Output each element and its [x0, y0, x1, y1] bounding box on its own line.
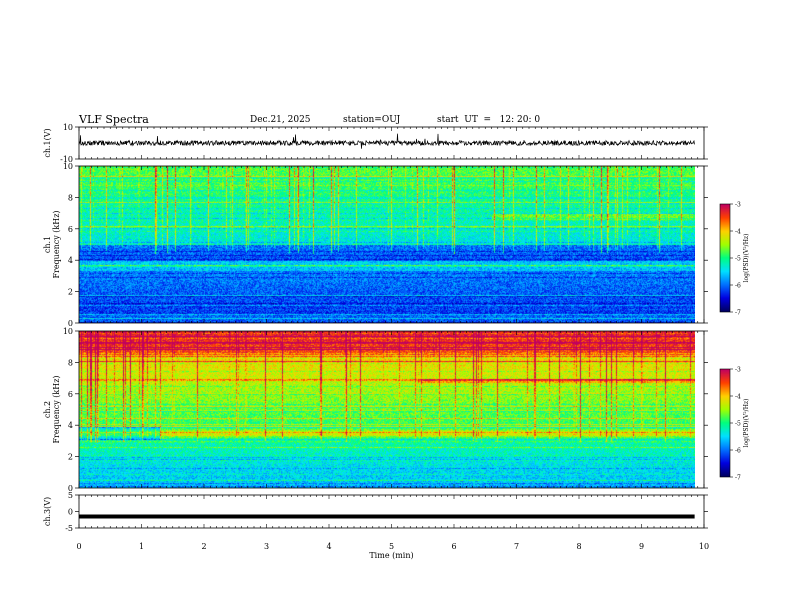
ch2-spectrogram-colorbar-tick-label: -6 [735, 448, 741, 455]
ch2-spectrogram-colorbar-tick-label: -3 [735, 367, 741, 374]
chart-title: VLF Spectra [79, 113, 149, 126]
ch2-spectrogram-ylabel2: Frequency (kHz) [52, 375, 61, 443]
ch2-spectrogram-colorbar-tick-label: -4 [735, 394, 741, 401]
ch3-waveform-frame [78, 494, 705, 529]
ch1-spectrogram-image [79, 166, 695, 323]
x-tick-label: 2 [201, 542, 206, 551]
ch1-spectrogram-ytick-label: 0 [68, 319, 73, 328]
ch1-spectrogram-colorbar-tick-label: -5 [735, 256, 741, 263]
ch2-spectrogram-colorbar-tick-label: -5 [735, 421, 741, 428]
ch2-spectrogram-ytick-label: 8 [68, 358, 73, 367]
ch2-spectrogram-image [79, 331, 695, 488]
ch1-spectrogram-colorbar-label: log(PSD)(V²/Hz) [743, 234, 750, 283]
ch3-waveform-ylabel: ch.3(V) [43, 497, 52, 526]
ch3-waveform-ytick-label: 0 [68, 508, 73, 517]
ch3-waveform-ytick-label: 5 [68, 491, 73, 500]
ch1-spectrogram-ytick-label: 6 [68, 225, 73, 234]
ch2-spectrogram-ytick-label: 2 [68, 453, 73, 462]
ch1-spectrogram-ytick-label: 4 [68, 256, 73, 265]
ch2-spectrogram-colorbar [720, 369, 730, 477]
ch1-waveform-ytick-label: 10 [63, 123, 73, 132]
date-label: Dec.21, 2025 [250, 115, 311, 125]
ch1-waveform-ylabel: ch.1(V) [43, 128, 52, 157]
x-tick-label: 1 [139, 542, 144, 551]
ch1-waveform-ytick-label: -10 [60, 155, 73, 164]
ch1-spectrogram-ytick-label: 8 [68, 193, 73, 202]
x-tick-label: 7 [514, 542, 519, 551]
ch1-spectrogram-colorbar [720, 204, 730, 312]
x-tick-label: 8 [576, 542, 581, 551]
x-tick-label: 3 [264, 542, 269, 551]
x-tick-label: 5 [389, 542, 394, 551]
x-tick-label: 10 [699, 542, 709, 551]
x-tick-label: 0 [76, 542, 81, 551]
ch2-spectrogram-ytick-label: 10 [63, 327, 73, 336]
ch2-spectrogram-ytick-label: 4 [68, 421, 73, 430]
start-time-label: start UT = 12: 20: 0 [437, 115, 541, 125]
ch1-spectrogram-colorbar-tick-label: -7 [735, 310, 741, 317]
x-tick-label: 6 [451, 542, 456, 551]
x-tick-label: 4 [326, 542, 331, 551]
ch2-spectrogram-colorbar-tick-label: -7 [735, 475, 741, 482]
ch1-spectrogram-colorbar-tick-label: -3 [735, 202, 741, 209]
ch1-spectrogram-ytick-label: 2 [68, 288, 73, 297]
ch2-spectrogram-colorbar-label: log(PSD)(V²/Hz) [743, 399, 750, 448]
ch1-spectrogram-colorbar-tick-label: -4 [735, 229, 741, 236]
station-label: station=OUJ [343, 115, 401, 125]
ch1-spectrogram-colorbar-tick-label: -6 [735, 283, 741, 290]
ch2-spectrogram-ylabel: ch.2 [43, 401, 52, 418]
ch3-waveform-ytick-label: -5 [65, 524, 73, 533]
ch1-spectrogram-ylabel2: Frequency (kHz) [52, 210, 61, 278]
ch1-waveform-trace [78, 133, 695, 149]
x-tick-label: 9 [639, 542, 644, 551]
ch1-spectrogram-ytick-label: 10 [63, 162, 73, 171]
ch2-spectrogram-ytick-label: 6 [68, 390, 73, 399]
x-axis-label: Time (min) [369, 551, 413, 560]
ch1-spectrogram-ylabel: ch.1 [43, 236, 52, 253]
ch2-spectrogram-ytick-label: 0 [68, 484, 73, 493]
